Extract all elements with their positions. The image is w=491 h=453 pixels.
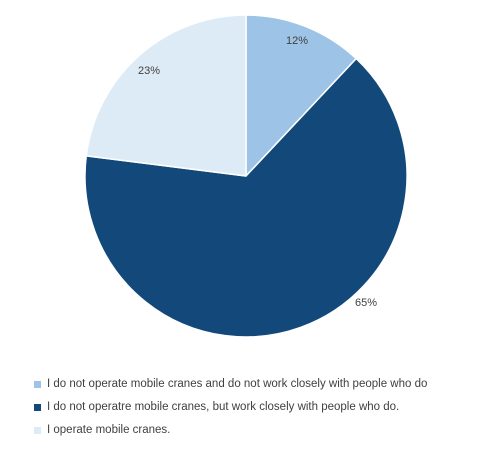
legend-item-not-operate-not-close: I do not operate mobile cranes and do no… (34, 374, 484, 394)
data-label-3: 23% (138, 65, 160, 77)
pie-slice-3 (85, 14, 247, 177)
legend-item-operate-mobile-cranes: I operate mobile cranes. (34, 420, 484, 440)
chart-legend: I do not operate mobile cranes and do no… (34, 374, 484, 443)
pie-slice-2 (84, 57, 408, 338)
legend-swatch (34, 380, 41, 388)
legend-swatch (34, 426, 41, 434)
legend-item-not-operate-work-closely: I do not operatre mobile cranes, but wor… (34, 397, 484, 417)
pie-slices (84, 14, 408, 338)
legend-label: I do not operate mobile cranes and do no… (47, 378, 428, 390)
pie-data-labels: 12% 65% 23% (138, 35, 377, 309)
legend-label: I do not operatre mobile cranes, but wor… (47, 401, 400, 413)
legend-swatch (34, 403, 41, 411)
legend-label: I operate mobile cranes. (47, 424, 171, 436)
pie-slice-1 (245, 14, 357, 177)
data-label-2: 65% (355, 297, 377, 309)
data-label-1: 12% (286, 35, 308, 47)
